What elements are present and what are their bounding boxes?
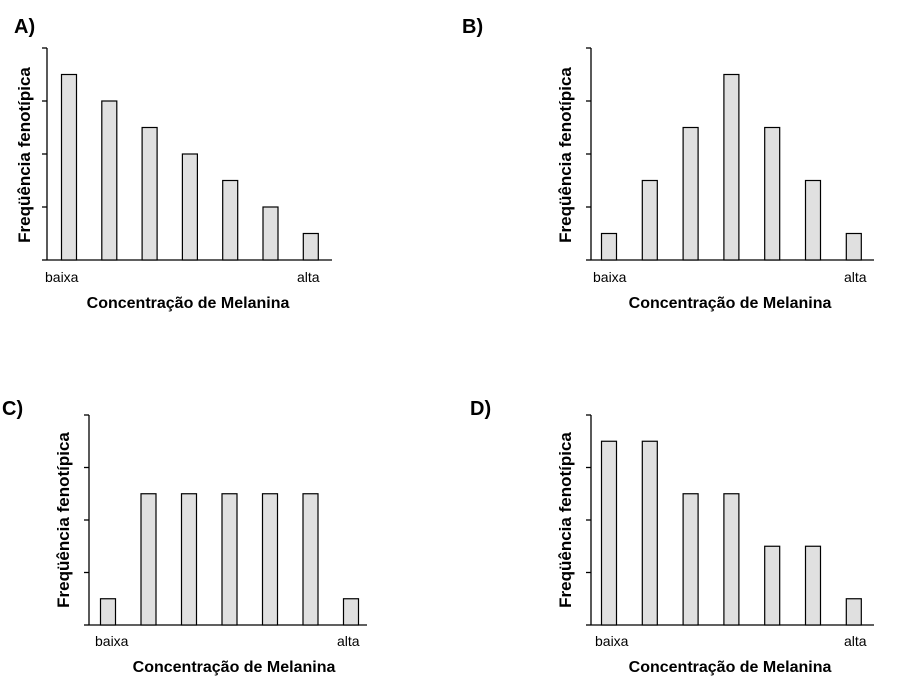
bar — [723, 73, 740, 261]
y-axis-label: Freqüência fenotípica — [556, 432, 575, 608]
bar — [302, 232, 319, 261]
x-start-label: baixa — [595, 633, 629, 649]
bar — [600, 440, 618, 626]
chart-panel-b: B) Freqüência fenotípica baixa alta Conc… — [450, 0, 900, 340]
x-end-label: alta — [844, 269, 867, 285]
bar — [101, 100, 118, 261]
chart-panel-a: A) Freqüência fenotípica baixa alta Conc… — [0, 0, 450, 340]
panel-label: A) — [14, 16, 35, 38]
bar — [262, 206, 279, 261]
bar — [141, 126, 158, 261]
bar — [723, 493, 740, 626]
x-end-label: alta — [297, 269, 320, 285]
bar — [682, 493, 699, 626]
bar — [764, 126, 781, 261]
bar — [140, 493, 157, 626]
chart-panel-d: D) Freqüência fenotípica baixa alta Conc… — [450, 345, 900, 685]
chart-d-svg: D) Freqüência fenotípica baixa alta Conc… — [470, 398, 874, 676]
y-axis-label: Freqüência fenotípica — [15, 67, 34, 243]
bar — [99, 598, 117, 626]
bar — [682, 126, 699, 261]
bar — [804, 545, 822, 626]
y-axis-label: Freqüência fenotípica — [54, 432, 73, 608]
x-start-label: baixa — [95, 633, 129, 649]
x-end-label: alta — [337, 633, 360, 649]
bar — [302, 493, 319, 626]
bar — [641, 440, 658, 626]
bar — [261, 493, 279, 626]
bar — [600, 232, 618, 261]
bar — [641, 179, 658, 261]
bar — [222, 179, 239, 261]
x-end-label: alta — [844, 633, 867, 649]
chart-panel-c: C) Freqüência fenotípica baixa alta Conc… — [0, 345, 450, 685]
x-start-label: baixa — [593, 269, 627, 285]
x-axis-label: Concentração de Melanina — [133, 659, 336, 676]
panel-label: D) — [470, 398, 491, 420]
bar — [845, 232, 862, 261]
chart-a-svg: A) Freqüência fenotípica baixa alta Conc… — [14, 16, 332, 312]
bar — [181, 153, 198, 261]
panel-label: C) — [2, 398, 23, 420]
x-axis-label: Concentração de Melanina — [629, 295, 832, 312]
bar — [845, 598, 862, 626]
bar — [60, 73, 78, 261]
x-axis-label: Concentração de Melanina — [87, 295, 290, 312]
chart-c-svg: C) Freqüência fenotípica baixa alta Conc… — [2, 398, 367, 676]
bar — [180, 493, 198, 626]
panel-label: B) — [462, 16, 483, 38]
x-start-label: baixa — [45, 269, 79, 285]
bar — [764, 545, 781, 626]
x-axis-label: Concentração de Melanina — [629, 659, 832, 676]
chart-b-svg: B) Freqüência fenotípica baixa alta Conc… — [462, 16, 874, 312]
bar — [221, 493, 238, 626]
bar — [342, 598, 360, 626]
bar — [804, 179, 822, 261]
y-axis-label: Freqüência fenotípica — [556, 67, 575, 243]
